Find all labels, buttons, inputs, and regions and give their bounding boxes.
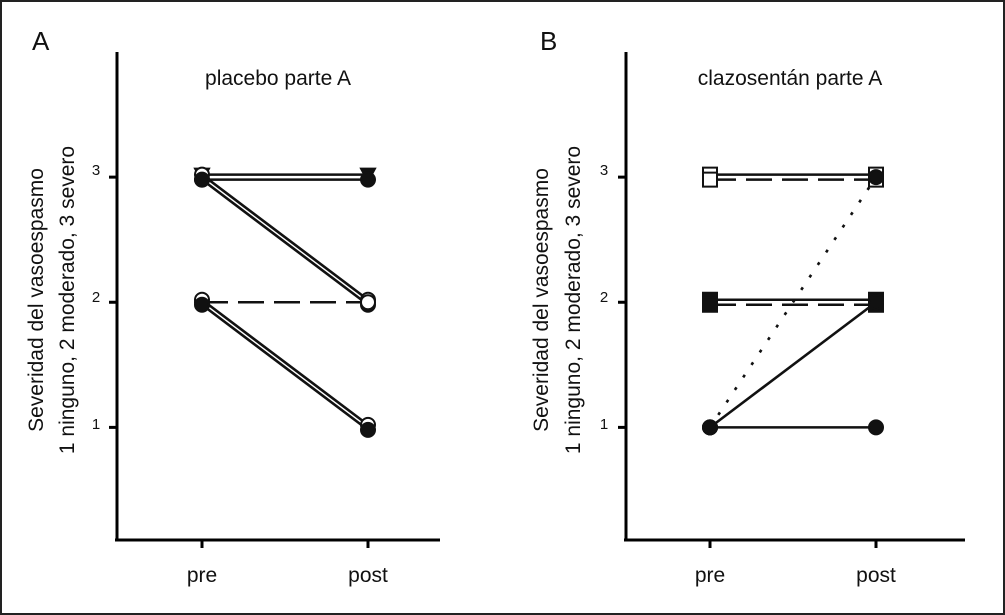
panel-b: B clazosentán parte A Severidad del vaso…: [530, 26, 965, 587]
x-tick-label-a-pre: pre: [187, 564, 217, 587]
series-point-a-4-post: [360, 294, 376, 311]
y-tick-label-b-3: 3: [600, 162, 608, 179]
series-point-a-1-post: [360, 171, 376, 188]
x-tick-label-a-post: post: [348, 564, 388, 587]
x-tick-label-b-post: post: [856, 564, 896, 587]
y-axis-label-a-line1: Severidad del vasoespasmo: [25, 168, 48, 432]
series-point-b-6-pre: [702, 419, 718, 436]
series-point-b-4-post: [868, 169, 884, 186]
panel-label-b: B: [540, 26, 557, 56]
series-point-a-6-pre: [194, 296, 210, 313]
y-axis-label-b-line2: 1 ninguno, 2 moderado, 3 severo: [562, 146, 585, 454]
series-point-b-3-pre: [702, 296, 718, 313]
series-point-b-1-pre: [702, 171, 718, 188]
y-tick-label-a-1: 1: [92, 416, 100, 433]
panel-a: A placebo parte A Severidad del vasoespa…: [25, 26, 440, 587]
series-line-a-6: [201, 303, 369, 431]
series-line-b-5: [709, 301, 877, 429]
y-tick-label-a-3: 3: [92, 162, 100, 179]
y-tick-label-b-2: 2: [600, 289, 608, 306]
series-line-a-2: [201, 173, 369, 301]
y-tick-label-a-2: 2: [92, 289, 100, 306]
y-axis-label-b-line1: Severidad del vasoespasmo: [530, 168, 553, 432]
series-line-a-3: [201, 178, 369, 306]
series-point-b-5-post: [868, 294, 884, 311]
series-point-a-3-pre: [194, 171, 210, 188]
x-tick-label-b-pre: pre: [695, 564, 725, 587]
series-point-a-6-post: [360, 421, 376, 438]
panel-label-a: A: [32, 26, 50, 56]
plot-marks-b: [618, 166, 884, 548]
chart-title-b: clazosentán parte A: [698, 67, 882, 90]
series-point-b-6-post: [868, 419, 884, 436]
y-axis-label-a-line2: 1 ninguno, 2 moderado, 3 severo: [56, 146, 79, 454]
series-line-b-4: [708, 176, 878, 429]
plot-marks-a: [109, 166, 377, 548]
y-tick-label-b-1: 1: [600, 416, 608, 433]
series-line-a-5: [201, 298, 369, 426]
chart-title-a: placebo parte A: [205, 67, 351, 90]
